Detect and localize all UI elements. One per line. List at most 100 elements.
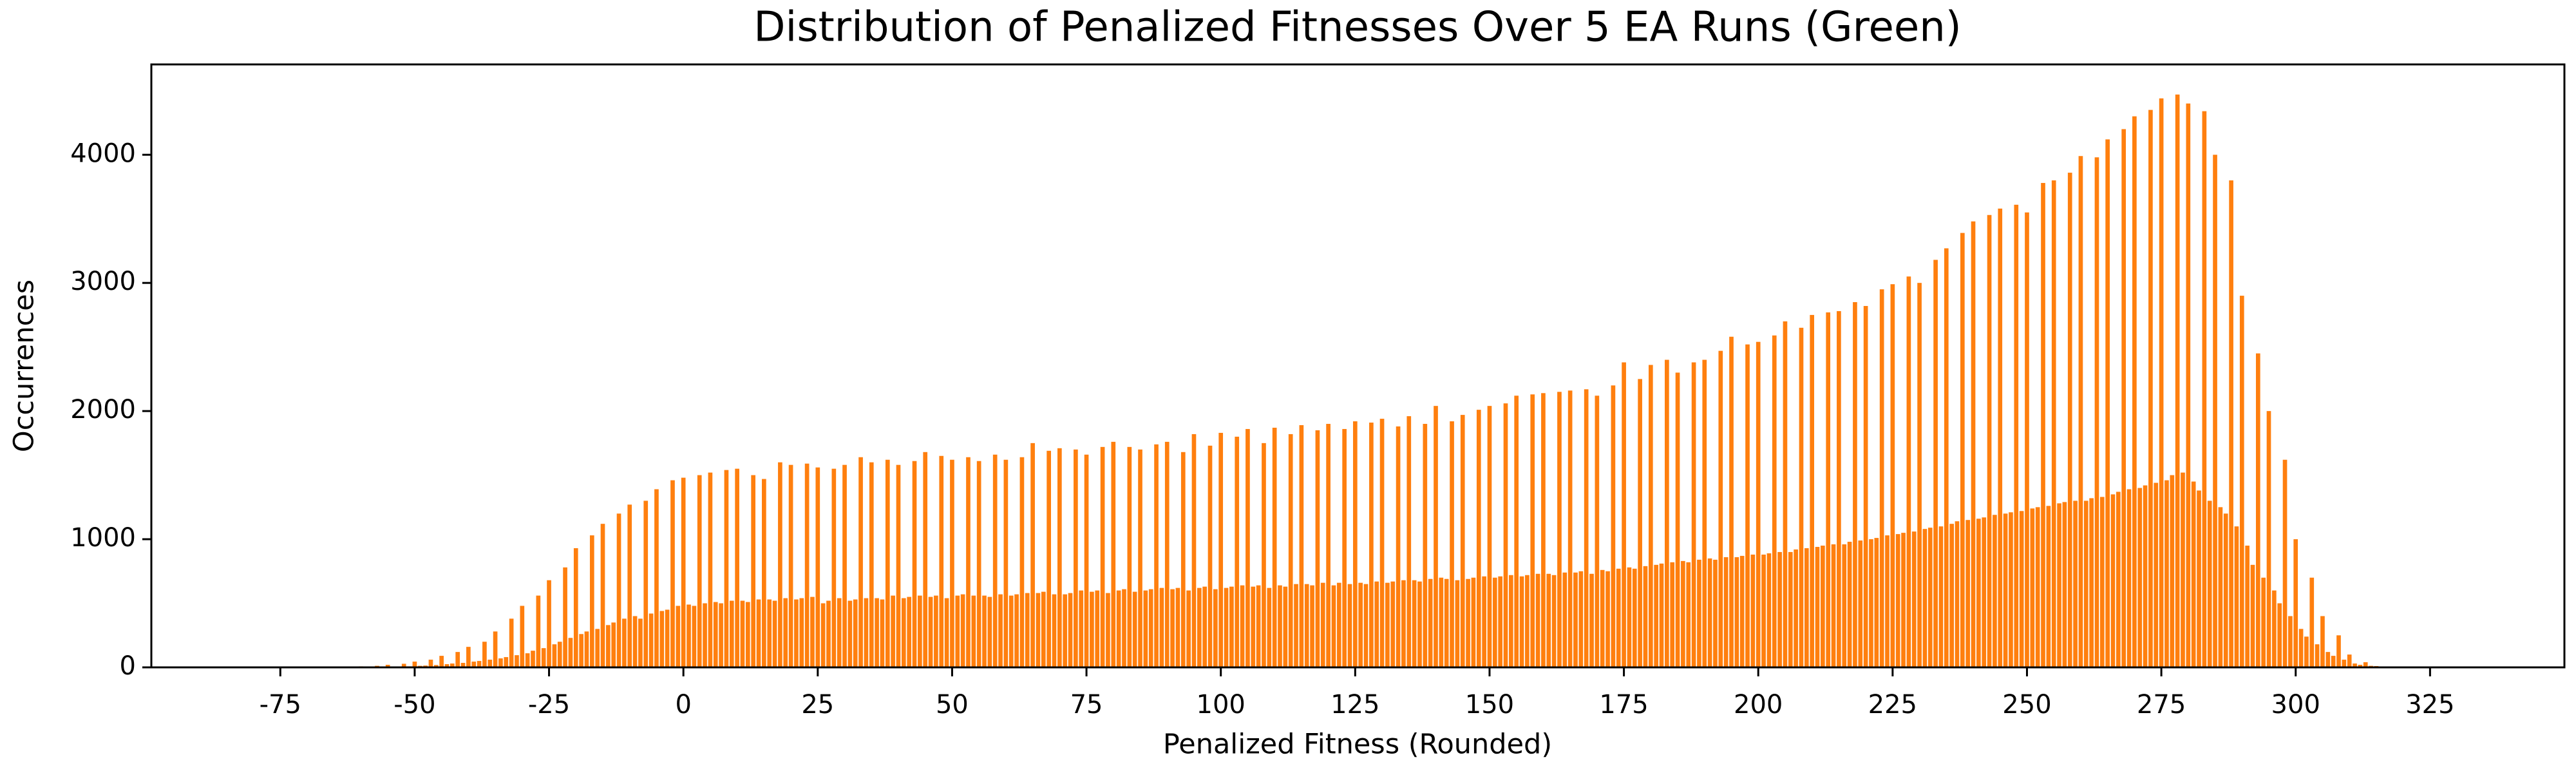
bar bbox=[1551, 575, 1557, 667]
bar bbox=[1605, 571, 1610, 667]
bar bbox=[960, 594, 965, 667]
bar bbox=[606, 625, 611, 667]
bar bbox=[831, 468, 837, 667]
x-tick-label: 0 bbox=[675, 690, 691, 720]
bar bbox=[1294, 584, 1298, 667]
bar bbox=[1810, 314, 1815, 667]
bar bbox=[1471, 577, 1476, 667]
bar bbox=[1519, 576, 1524, 667]
bar bbox=[2207, 501, 2212, 667]
bar bbox=[1911, 531, 1917, 667]
bar bbox=[1251, 586, 1256, 667]
bar bbox=[2202, 111, 2207, 667]
x-tick-label: -25 bbox=[528, 690, 570, 720]
bar bbox=[880, 599, 885, 667]
bar bbox=[649, 613, 654, 667]
bar bbox=[1466, 578, 1470, 667]
bar bbox=[659, 611, 665, 667]
bar bbox=[1352, 421, 1358, 667]
bar bbox=[541, 648, 546, 667]
bar bbox=[703, 603, 707, 667]
bar bbox=[815, 467, 820, 667]
bar bbox=[1401, 580, 1406, 667]
bar bbox=[1487, 406, 1492, 667]
x-tick-label: 200 bbox=[1734, 690, 1783, 720]
bar bbox=[1648, 365, 1653, 667]
bar bbox=[1272, 427, 1277, 667]
bar bbox=[1267, 587, 1272, 667]
bar bbox=[1208, 445, 1213, 667]
bar bbox=[450, 663, 455, 667]
bar bbox=[1041, 591, 1046, 667]
bar bbox=[1955, 521, 1960, 667]
bar bbox=[2014, 204, 2019, 668]
bar bbox=[848, 600, 853, 667]
bar bbox=[1374, 581, 1379, 667]
bar bbox=[1562, 572, 1567, 667]
bar bbox=[2009, 512, 2013, 667]
bar bbox=[1933, 260, 1938, 667]
bar bbox=[2304, 636, 2309, 667]
bar bbox=[2137, 488, 2143, 667]
bar bbox=[788, 464, 793, 667]
bar bbox=[998, 594, 1003, 667]
bar bbox=[853, 599, 858, 667]
bar bbox=[676, 606, 681, 667]
bar bbox=[1090, 591, 1094, 667]
bar bbox=[1895, 534, 1900, 667]
bar bbox=[1976, 519, 1981, 667]
bar bbox=[1036, 593, 1041, 667]
bar bbox=[2035, 507, 2040, 667]
bar bbox=[1143, 590, 1148, 667]
bar bbox=[433, 665, 439, 667]
bar bbox=[2309, 577, 2315, 667]
bar bbox=[2121, 129, 2126, 668]
bar bbox=[2234, 526, 2239, 667]
bar bbox=[1154, 444, 1159, 667]
bar bbox=[976, 461, 981, 667]
bar bbox=[1514, 396, 1519, 667]
bar bbox=[1739, 555, 1745, 667]
bar bbox=[1627, 567, 1632, 667]
x-tick-label: 50 bbox=[936, 690, 969, 720]
bar bbox=[2067, 173, 2072, 667]
bar bbox=[2288, 616, 2293, 667]
bar bbox=[1444, 578, 1449, 667]
bar bbox=[939, 455, 944, 667]
bar bbox=[2358, 665, 2363, 667]
bar bbox=[385, 665, 390, 667]
bar bbox=[1734, 557, 1739, 667]
bar bbox=[2347, 654, 2352, 667]
bar bbox=[1320, 582, 1325, 667]
bar bbox=[2089, 498, 2094, 667]
bar bbox=[1304, 584, 1309, 667]
bar bbox=[2245, 546, 2249, 667]
bar bbox=[2315, 644, 2320, 667]
bar bbox=[2175, 94, 2180, 668]
bar bbox=[1541, 393, 1546, 667]
bar bbox=[1761, 554, 1766, 667]
bar bbox=[2019, 511, 2024, 667]
bar bbox=[1218, 432, 1224, 667]
bar bbox=[1890, 284, 1895, 667]
bar bbox=[2025, 212, 2029, 667]
bar bbox=[966, 457, 971, 667]
bar bbox=[2331, 656, 2336, 667]
bar bbox=[1971, 221, 1976, 667]
bar bbox=[783, 598, 788, 667]
bar bbox=[1567, 390, 1573, 667]
bar bbox=[1025, 593, 1030, 667]
bar bbox=[2223, 513, 2228, 667]
y-tick-label: 4000 bbox=[70, 138, 136, 168]
bar bbox=[751, 475, 756, 667]
bar bbox=[1546, 573, 1551, 667]
x-tick-label: 325 bbox=[2405, 690, 2454, 720]
bar bbox=[1175, 587, 1180, 667]
bar bbox=[923, 452, 928, 667]
bar bbox=[944, 598, 949, 667]
bar bbox=[1788, 551, 1793, 667]
x-tick-label: -75 bbox=[260, 690, 301, 720]
bar bbox=[724, 470, 729, 667]
bar bbox=[1756, 341, 1761, 667]
bar bbox=[901, 598, 906, 667]
